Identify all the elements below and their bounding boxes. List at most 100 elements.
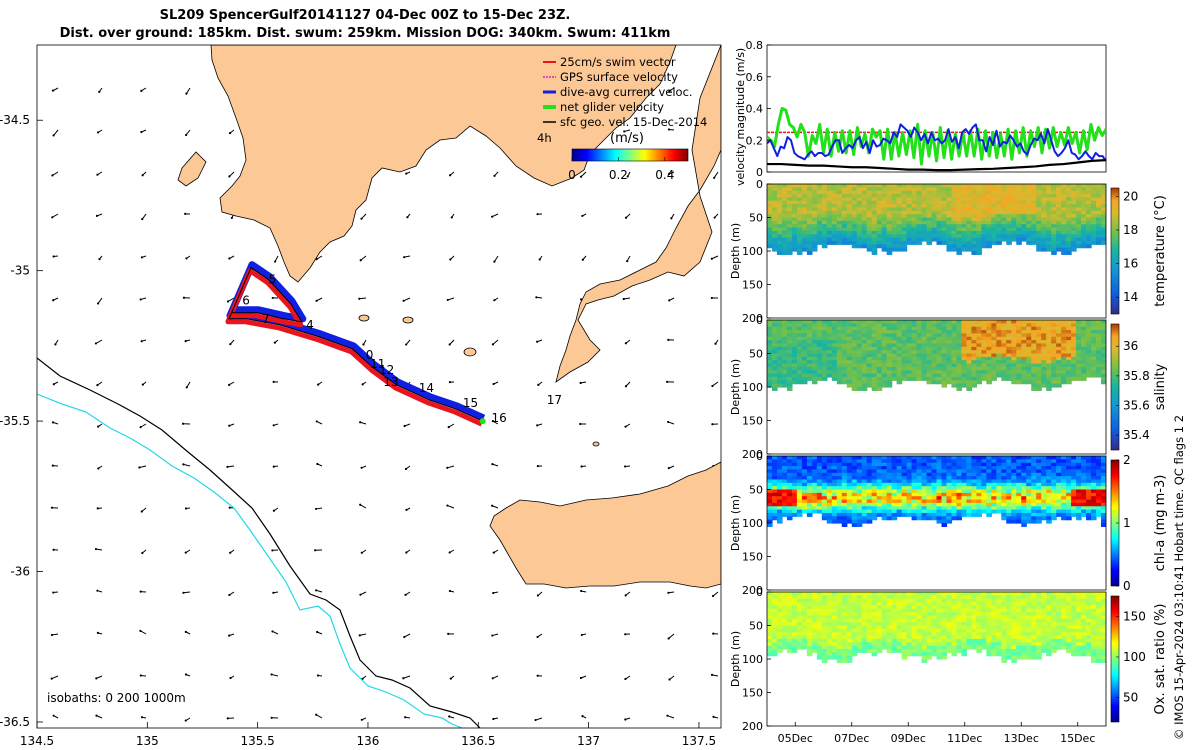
chla-cell xyxy=(791,506,798,511)
temperature-cell xyxy=(866,197,873,202)
salinity-cell xyxy=(1061,336,1067,341)
salinity-cell xyxy=(996,330,1002,334)
salinity-cell xyxy=(841,366,848,371)
salinity-cell xyxy=(1031,370,1037,375)
temperature-cell xyxy=(1056,240,1062,245)
temperature-cell xyxy=(1101,194,1106,198)
salinity-cell xyxy=(1061,366,1067,371)
oxygen-cell xyxy=(786,625,793,630)
chla-cell xyxy=(951,486,958,491)
geo-arrow-head xyxy=(273,341,277,344)
temperature-cell xyxy=(911,190,918,195)
salinity-cell xyxy=(1051,380,1057,385)
chla-cell xyxy=(1076,456,1082,460)
temperature-cell xyxy=(771,187,778,192)
temperature-cell xyxy=(1036,204,1042,209)
chla-cell xyxy=(901,479,908,484)
temperature-cell xyxy=(856,234,863,239)
salinity-cell xyxy=(831,360,838,365)
salinity-cell xyxy=(951,376,958,381)
salinity-cell xyxy=(876,366,883,371)
temperature-cell xyxy=(1101,224,1106,229)
chla-cell xyxy=(816,459,823,464)
temperature-cell xyxy=(846,204,853,209)
salinity-cell xyxy=(951,370,958,375)
chla-cell xyxy=(1031,462,1037,467)
chla-cell xyxy=(881,499,888,504)
salinity-cell xyxy=(976,346,982,351)
salinity-cell xyxy=(866,353,873,358)
chla-cell xyxy=(956,479,963,484)
salinity-cell xyxy=(791,326,798,331)
chla-cell xyxy=(1021,496,1027,501)
chla-cell xyxy=(936,489,943,494)
temperature-cell xyxy=(866,187,873,192)
salinity-cell xyxy=(996,346,1002,351)
chla-cell xyxy=(826,509,833,514)
chla-cell xyxy=(1061,472,1067,477)
temperature-cell xyxy=(1031,187,1037,192)
salinity-cell xyxy=(921,346,928,351)
salinity-cell xyxy=(1016,363,1022,368)
salinity-cell xyxy=(811,350,818,355)
temperature-cell xyxy=(1091,194,1097,198)
temperature-cell xyxy=(946,194,953,198)
salinity-cell xyxy=(946,336,953,341)
oxygen-cell xyxy=(781,628,788,633)
temperature-cell xyxy=(1096,230,1102,235)
chla-cell xyxy=(986,499,992,504)
temperature-cell xyxy=(801,227,808,232)
salinity-cell xyxy=(846,353,853,358)
salinity-cell xyxy=(861,343,868,348)
salinity-cell xyxy=(776,340,783,345)
salinity-cell xyxy=(856,380,863,385)
oxygen-cell xyxy=(841,618,848,623)
temperature-cell xyxy=(981,190,987,195)
salinity-cell xyxy=(826,360,833,365)
temperature-cell xyxy=(891,184,898,188)
salinity-cell xyxy=(1016,380,1022,385)
chla-cell xyxy=(861,466,868,470)
chla-cell xyxy=(1081,509,1087,514)
geo-arrow xyxy=(52,213,59,218)
salinity-cell xyxy=(1096,340,1102,345)
chla-cell xyxy=(811,476,818,481)
oxygen-cell xyxy=(796,645,803,650)
chla-cell xyxy=(871,456,878,460)
geo-arrow-head xyxy=(316,630,319,634)
temperature-cell xyxy=(1066,227,1072,232)
oxygen-cell xyxy=(861,625,868,630)
chla-cell xyxy=(871,476,878,481)
chla-cell xyxy=(1071,466,1077,470)
chla-cell xyxy=(951,496,958,501)
salinity-cell xyxy=(841,323,848,328)
salinity-cell xyxy=(1051,326,1057,331)
salinity-cell xyxy=(921,373,928,378)
temperature-cell xyxy=(1006,204,1012,209)
geo-arrow-head xyxy=(580,589,583,593)
velocity-ytick-label: 0.2 xyxy=(746,134,764,147)
chla-cell xyxy=(1046,516,1052,521)
temperature-cell xyxy=(1001,237,1007,242)
chla-cell xyxy=(1091,472,1097,477)
chla-cell xyxy=(1016,502,1022,507)
salinity-cell xyxy=(1051,383,1057,388)
oxygen-cell xyxy=(836,642,843,647)
temperature-cell xyxy=(946,204,953,209)
chla-cell xyxy=(841,459,848,464)
salinity-cell xyxy=(1006,350,1012,355)
salinity-cell xyxy=(1041,376,1047,381)
salinity-cell xyxy=(966,330,972,334)
salinity-cell xyxy=(1086,330,1092,334)
chla-cell xyxy=(806,469,813,474)
salinity-cell xyxy=(1021,356,1027,361)
temperature-cell xyxy=(1081,224,1087,229)
temperature-cell xyxy=(976,230,982,235)
temperature-cell xyxy=(1066,214,1072,219)
chla-cell xyxy=(1006,472,1012,477)
temperature-cell xyxy=(901,224,908,229)
temperature-cell xyxy=(1021,230,1027,235)
oxygen-cell xyxy=(851,622,858,627)
temperature-cell xyxy=(876,244,883,249)
chla-cell xyxy=(781,456,788,460)
